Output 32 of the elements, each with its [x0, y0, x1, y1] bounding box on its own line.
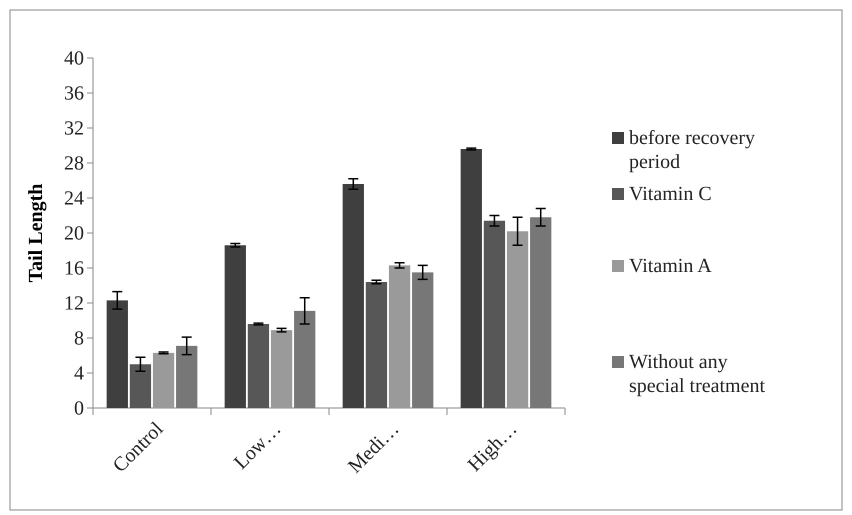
y-tick-label: 4	[74, 362, 84, 384]
y-tick-label: 20	[64, 222, 84, 244]
bar	[248, 324, 270, 408]
y-tick-label: 32	[64, 117, 84, 140]
bar	[294, 310, 316, 408]
bar	[130, 364, 152, 408]
bar	[176, 346, 198, 408]
y-axis-title: Tail Length	[25, 184, 47, 282]
y-tick-label: 28	[64, 152, 84, 174]
y-tick-label: 40	[64, 47, 84, 70]
bar	[106, 300, 128, 408]
bar	[152, 352, 174, 408]
legend-label: Vitamin C	[629, 183, 712, 205]
bar	[224, 245, 246, 408]
y-tick-label: 16	[64, 257, 84, 280]
y-tick-label: 12	[64, 292, 84, 314]
legend-label: Without any special treatment	[629, 351, 766, 397]
bar	[530, 217, 552, 408]
bar	[366, 282, 388, 408]
bar	[484, 220, 506, 408]
bar	[342, 184, 364, 408]
y-tick-label: 24	[64, 187, 84, 210]
y-tick-label: 8	[74, 327, 84, 350]
bar	[270, 330, 292, 408]
y-tick-label: 36	[64, 82, 84, 104]
bar	[412, 272, 434, 408]
legend-label: Vitamin A	[629, 255, 712, 277]
bar	[460, 149, 482, 408]
bar	[506, 231, 528, 408]
legend-label: before recovery period	[629, 127, 756, 173]
bar	[388, 265, 410, 408]
y-tick-label: 0	[74, 397, 84, 420]
